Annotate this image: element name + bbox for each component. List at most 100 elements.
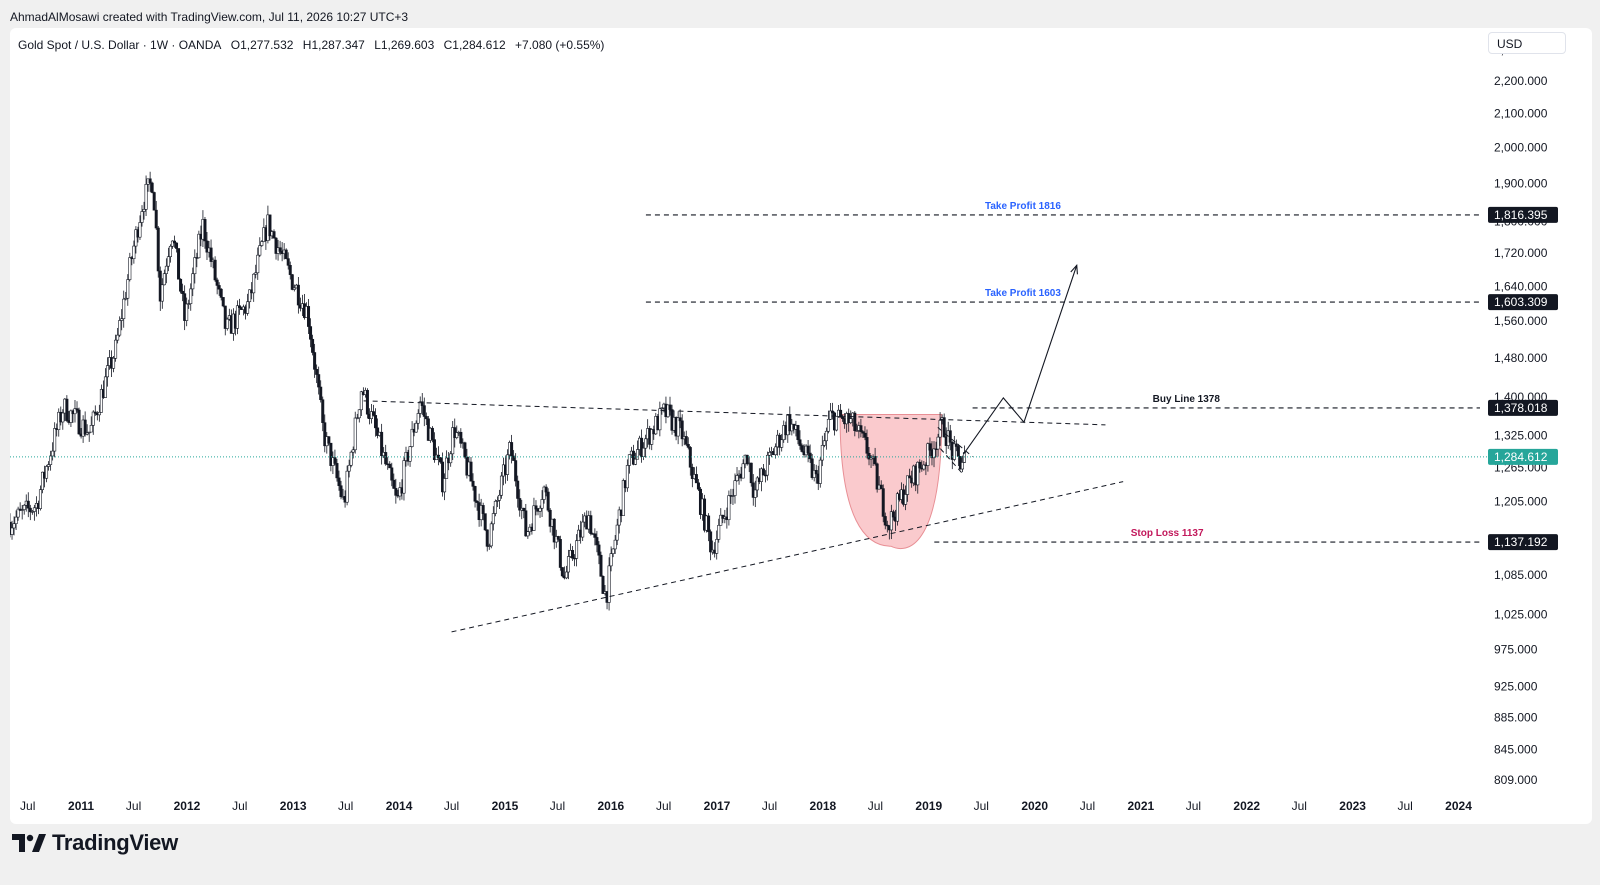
tradingview-mark-icon xyxy=(12,834,46,852)
candle xyxy=(235,300,239,335)
candle xyxy=(278,240,282,256)
candle xyxy=(611,548,615,558)
candle xyxy=(668,396,672,416)
candle xyxy=(213,256,217,282)
change-value: +7.080 (+0.55%) xyxy=(515,38,605,52)
candle xyxy=(40,471,44,494)
candle-body xyxy=(89,425,93,433)
candle xyxy=(351,446,355,459)
x-tick-label: Jul xyxy=(868,799,883,813)
candle-body xyxy=(960,462,964,470)
candle xyxy=(727,490,731,526)
candle-body xyxy=(26,500,30,509)
symbol-legend: Gold Spot / U.S. Dollar · 1W · OANDA O1,… xyxy=(18,38,610,52)
candle xyxy=(609,546,613,572)
candle-body xyxy=(191,273,195,290)
candle-body xyxy=(922,464,926,470)
candle xyxy=(709,529,713,561)
candle-body xyxy=(73,408,77,415)
candle-body xyxy=(420,401,424,406)
candle xyxy=(65,395,69,423)
candle xyxy=(296,276,300,314)
candle xyxy=(164,258,168,284)
level-value-badge xyxy=(1488,534,1558,551)
chart-panel[interactable]: Take Profit 1816 Take Profit 1603 Buy Line… xyxy=(10,28,1592,824)
candle xyxy=(329,442,333,472)
candle xyxy=(932,441,936,468)
candle-body xyxy=(707,515,711,533)
candle xyxy=(489,521,493,549)
candle xyxy=(822,433,826,448)
candle-body xyxy=(463,442,467,458)
candle xyxy=(83,411,87,437)
candle xyxy=(826,410,830,434)
candle-body xyxy=(170,240,174,247)
candle-body xyxy=(30,511,34,513)
candle-body xyxy=(410,428,414,447)
candle-body xyxy=(613,539,617,550)
candle-body xyxy=(311,338,315,353)
candle-body xyxy=(889,511,893,531)
candle xyxy=(69,409,73,428)
candle-body xyxy=(327,436,331,444)
candle xyxy=(93,405,97,416)
candle-body xyxy=(288,265,292,275)
candle xyxy=(89,416,93,433)
candle xyxy=(221,297,225,308)
candle xyxy=(114,334,118,362)
candle-body xyxy=(347,464,351,472)
candle-body xyxy=(307,306,311,327)
candle xyxy=(154,200,158,230)
candle xyxy=(595,530,599,553)
candle xyxy=(499,472,503,499)
candle xyxy=(290,273,294,291)
candle xyxy=(475,499,479,511)
candle-body xyxy=(780,439,784,448)
price-chart[interactable]: Take Profit 1816 Take Profit 1603 Buy Line… xyxy=(10,28,1592,824)
close-value: C1,284.612 xyxy=(443,38,506,52)
candle xyxy=(597,541,601,565)
candle xyxy=(763,470,767,483)
candle xyxy=(284,248,288,260)
candle-body xyxy=(112,357,116,369)
candle xyxy=(32,504,36,521)
candle xyxy=(835,416,839,432)
candle xyxy=(122,290,126,328)
candle xyxy=(75,401,79,413)
candle-body xyxy=(684,436,688,445)
candle-body xyxy=(12,523,16,529)
candle xyxy=(246,293,250,316)
candle-body xyxy=(321,399,325,423)
candle-body xyxy=(926,443,930,466)
candle xyxy=(225,317,229,331)
candle-body xyxy=(491,513,495,525)
currency-selector[interactable]: USD xyxy=(1488,32,1566,54)
candle xyxy=(684,430,688,447)
candle xyxy=(589,510,593,536)
candle xyxy=(61,409,65,430)
candle xyxy=(258,237,262,258)
candle xyxy=(891,509,895,521)
candle xyxy=(365,388,369,419)
level-value-badge xyxy=(1488,294,1558,311)
candle xyxy=(485,529,489,552)
candle xyxy=(307,299,311,334)
candle xyxy=(132,240,136,264)
candle-body xyxy=(408,446,412,462)
candle xyxy=(575,534,579,567)
candle xyxy=(189,283,193,311)
candle xyxy=(217,282,221,296)
candle xyxy=(753,480,757,508)
candle-body xyxy=(497,494,501,501)
candle-body xyxy=(122,298,126,319)
candle xyxy=(374,408,378,437)
candle-body xyxy=(475,500,479,503)
candle xyxy=(124,291,128,301)
y-tick-label: 1,900.000 xyxy=(1494,176,1548,190)
candle-body xyxy=(172,240,176,244)
candle xyxy=(830,402,834,420)
x-tick-label: Jul xyxy=(1292,799,1307,813)
candle xyxy=(103,368,107,398)
candle-body xyxy=(820,445,824,461)
candle-body xyxy=(416,413,420,424)
